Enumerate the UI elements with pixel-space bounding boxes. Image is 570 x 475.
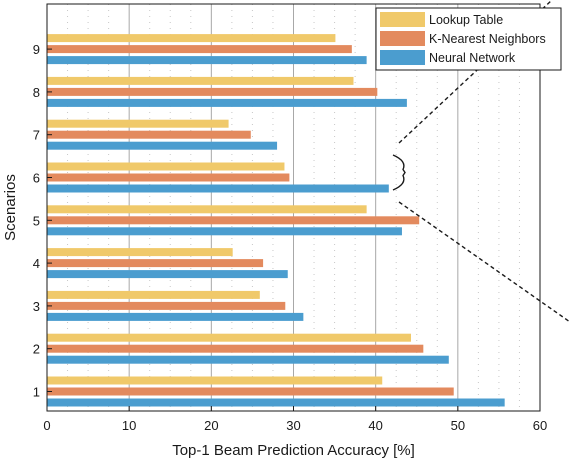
bar-lookup-table-scenario-8 xyxy=(47,76,354,85)
bar-neural-network-scenario-7 xyxy=(47,141,278,150)
bar-lookup-table-scenario-2 xyxy=(47,333,411,342)
bar-neural-network-scenario-5 xyxy=(47,227,402,236)
x-tick-label: 50 xyxy=(451,418,465,433)
bar-k-nearest-neighbors-scenario-2 xyxy=(47,344,424,353)
bar-k-nearest-neighbors-scenario-4 xyxy=(47,259,264,268)
y-tick-label: 2 xyxy=(33,342,40,357)
x-tick-label: 30 xyxy=(286,418,300,433)
bar-k-nearest-neighbors-scenario-5 xyxy=(47,216,420,225)
x-tick-label: 40 xyxy=(368,418,382,433)
y-tick-label: 8 xyxy=(33,85,40,100)
legend: Lookup Table K-Nearest Neighbors Neural Ne… xyxy=(375,7,562,71)
y-tick-label: 5 xyxy=(33,213,40,228)
bar-k-nearest-neighbors-scenario-7 xyxy=(47,130,251,139)
bar-k-nearest-neighbors-scenario-8 xyxy=(47,87,378,96)
bar-neural-network-scenario-8 xyxy=(47,98,407,107)
bar-neural-network-scenario-4 xyxy=(47,270,288,279)
bar-lookup-table-scenario-5 xyxy=(47,205,367,214)
bar-lookup-table-scenario-3 xyxy=(47,290,260,299)
bars xyxy=(47,34,505,407)
y-tick-label: 7 xyxy=(33,128,40,143)
bar-lookup-table-scenario-9 xyxy=(47,34,336,43)
y-tick-label: 6 xyxy=(33,171,40,186)
y-tick-label: 4 xyxy=(33,256,40,271)
bar-k-nearest-neighbors-scenario-1 xyxy=(47,387,454,396)
bar-lookup-table-scenario-6 xyxy=(47,162,285,171)
x-tick-label: 10 xyxy=(122,418,136,433)
x-tick-label: 60 xyxy=(533,418,547,433)
bar-lookup-table-scenario-1 xyxy=(47,376,383,385)
zoom-brace xyxy=(392,154,406,191)
legend-label: K-Nearest Neighbors xyxy=(429,32,546,46)
bar-neural-network-scenario-9 xyxy=(47,56,367,65)
bar-k-nearest-neighbors-scenario-9 xyxy=(47,45,352,54)
x-tick-label: 20 xyxy=(204,418,218,433)
ticks: 0 10 20 30 40 50 60 1 2 3 4 5 6 7 8 9 xyxy=(33,42,547,433)
zoom-indicator xyxy=(392,0,570,323)
bar-neural-network-scenario-2 xyxy=(47,355,449,364)
bar-lookup-table-scenario-7 xyxy=(47,119,229,128)
legend-swatch xyxy=(380,50,425,65)
legend-label: Neural Network xyxy=(429,51,516,65)
bar-k-nearest-neighbors-scenario-3 xyxy=(47,301,286,310)
bar-neural-network-scenario-3 xyxy=(47,312,304,321)
y-tick-label: 3 xyxy=(33,299,40,314)
bar-neural-network-scenario-1 xyxy=(47,398,505,407)
bar-lookup-table-scenario-4 xyxy=(47,248,233,257)
x-axis-title: Top-1 Beam Prediction Accuracy [%] xyxy=(172,442,415,459)
x-tick-label: 0 xyxy=(43,418,50,433)
y-axis-title: Scenarios xyxy=(2,174,19,241)
bar-k-nearest-neighbors-scenario-6 xyxy=(47,173,290,182)
legend-swatch xyxy=(380,31,425,46)
zoom-line-bottom xyxy=(398,201,570,323)
legend-label: Lookup Table xyxy=(429,13,503,27)
y-tick-label: 1 xyxy=(33,385,40,400)
bar-neural-network-scenario-6 xyxy=(47,184,389,193)
legend-swatch xyxy=(380,12,425,27)
y-tick-label: 9 xyxy=(33,42,40,57)
